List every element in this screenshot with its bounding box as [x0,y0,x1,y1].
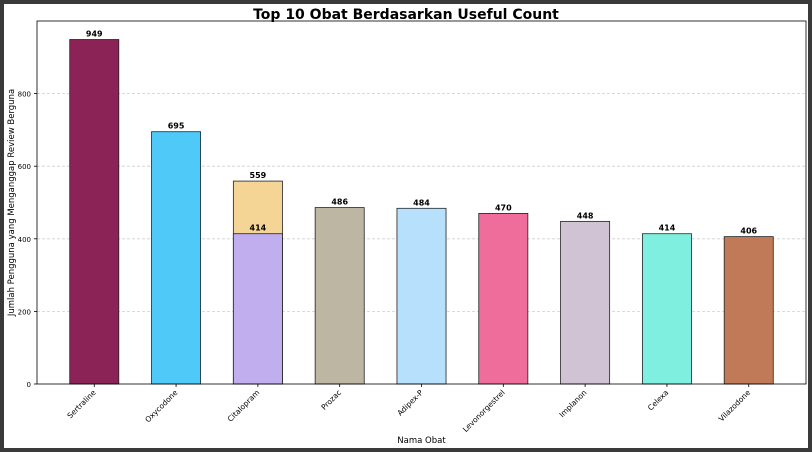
data-label: 695 [168,122,185,131]
data-label: 414 [250,224,267,233]
y-tick-label: 800 [18,91,31,99]
x-tick-label: Citalopram [226,388,262,424]
x-tick-label: Prozac [319,388,343,412]
data-label: 448 [577,211,594,220]
bar [641,233,692,385]
chart-frame: Top 10 Obat Berdasarkan Useful Count 949… [4,4,808,448]
bar [232,233,283,385]
data-label: 406 [740,227,757,236]
bars [69,39,774,385]
bar [396,207,447,385]
data-label: 414 [659,224,676,233]
plot-border [36,20,807,385]
data-label: 559 [250,171,267,180]
bar [560,220,611,385]
value-labels: 949 695 559 414 486 484 470 448 414 406 [86,30,758,236]
bar-chart: 949 695 559 414 486 484 470 448 414 406 0 200 400 60… [7,20,807,446]
data-label: 470 [495,203,512,212]
x-tick-label: Vilazodone [717,388,753,424]
y-tick-label: 200 [18,308,31,316]
y-tick-label: 0 [27,381,31,389]
x-tick-label: Adipex-P [395,388,425,418]
bar [723,236,774,385]
y-tick-label: 600 [18,163,31,171]
bar [314,207,365,385]
x-tick-label: Levonorgestrel [461,388,507,434]
bar [478,212,529,385]
bar [69,39,120,385]
data-label: 949 [86,30,103,39]
y-axis-label: Jumlah Pengguna yang Menganggap Review B… [7,89,17,317]
x-tick-label: Celexa [646,388,670,412]
x-tick-label: Implanon [557,388,588,419]
chart-title: Top 10 Obat Berdasarkan Useful Count [253,7,559,23]
bar [151,131,202,385]
x-axis-label: Nama Obat [397,436,446,446]
data-label: 486 [331,198,348,207]
x-tick-label: Oxycodone [143,388,179,424]
y-tick-label: 400 [18,236,31,244]
x-tick-label: Sertraline [65,388,98,421]
data-label: 484 [413,198,430,207]
